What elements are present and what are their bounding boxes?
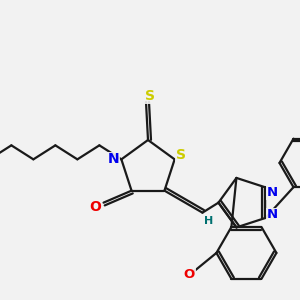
Text: N: N: [267, 208, 278, 221]
Text: H: H: [204, 216, 213, 226]
Text: O: O: [90, 200, 101, 214]
Text: N: N: [108, 152, 119, 166]
Text: N: N: [267, 186, 278, 199]
Text: S: S: [176, 148, 186, 162]
Text: O: O: [184, 268, 195, 281]
Text: S: S: [145, 89, 155, 103]
